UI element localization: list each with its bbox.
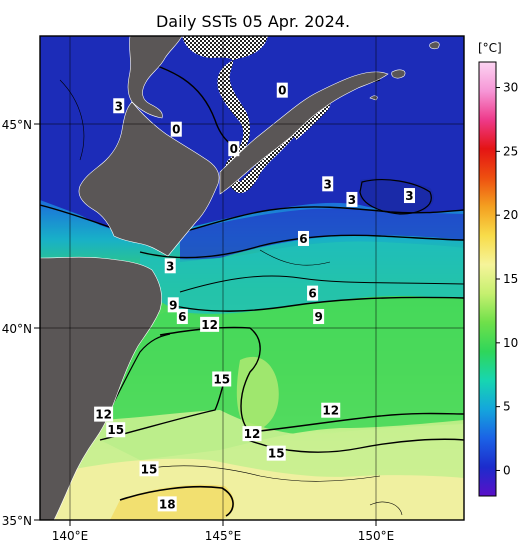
colorbar: [°C] 30 25 20 15 10 5 0 [478,41,518,497]
contour-label-box [139,461,159,477]
contour-label-box [170,121,182,137]
contour-label-box [266,445,286,461]
contour-label: 0 [230,142,238,156]
colorbar-tick-label: 30 [503,81,518,95]
contour-label-box [313,309,325,325]
land [40,36,440,520]
contour-label-box [157,496,177,512]
contour-label-box [113,98,125,114]
contour-label: 3 [166,259,174,273]
isotherm-6 [139,234,464,259]
contour-label: 0 [172,123,180,137]
contour-label: 9 [314,310,322,324]
isotherm-12 [159,326,464,433]
lat-label-40: 40°N [2,322,32,336]
contour-label-box [403,188,415,204]
contour-label-box [297,230,309,246]
contour-label-box [321,402,341,418]
sakhalin-land [127,36,183,119]
isotherm-12-coast [109,333,171,411]
contour-label: 9 [169,298,177,312]
contour-label: 12 [95,408,112,422]
contour-label: 6 [299,232,307,246]
contour-label: 3 [348,193,356,207]
isotherm-18 [119,485,234,517]
warm-eddy [236,356,279,432]
contour-label: 15 [107,423,124,437]
contour-label: 15 [268,447,285,461]
colorbar-unit: [°C] [478,41,502,55]
contour-label: 6 [308,287,316,301]
colorbar-tick-label: 15 [503,272,518,286]
hokkaido-land [78,101,220,257]
lon-label-150: 150°E [358,529,395,543]
contour-label: 15 [141,462,158,476]
isotherm-thin-2 [139,465,381,482]
contour-label-box [200,316,220,332]
tick-marks [34,123,377,526]
contour-label-box [94,406,114,422]
lon-label-140: 140°E [52,529,89,543]
colorbar-ticks: 30 25 20 15 10 5 0 [496,81,518,477]
lon-label-145: 145°E [205,529,242,543]
contour-label-box [106,422,126,438]
contour-label: 3 [115,99,123,113]
contour-label: 12 [322,404,339,418]
colorbar-scale [478,61,497,497]
cold-eddy [360,178,434,214]
contour-label-box [276,82,288,98]
contour-label: 18 [159,497,176,511]
kuril-islands-land [219,71,389,195]
honshu-land [40,256,162,520]
isotherm-3-eddy [359,179,432,215]
colorbar-tick-label: 0 [503,463,511,477]
isotherm-9 [169,296,464,312]
colorbar-tick-label: 20 [503,208,518,222]
lat-label-35: 35°N [2,514,32,528]
isotherm-thin-3 [369,501,403,516]
island-small-2 [429,41,440,50]
map-frame [39,35,465,521]
lat-label-45: 45°N [2,118,32,132]
colorbar-tick-label: 25 [503,144,518,158]
contour-label-box [242,426,262,442]
island-small-1 [391,69,406,79]
map-area [40,36,464,520]
contour-label: 12 [201,318,218,332]
colorbar-tick-label: 5 [503,400,511,414]
map-title: Daily SSTs 05 Apr. 2024. [156,12,350,31]
contour-label-box [228,141,240,157]
contour-label: 3 [324,177,332,191]
colorbar-tick-label: 10 [503,336,518,350]
contour-label: 6 [178,310,186,324]
contour-label: 12 [244,427,261,441]
contour-label: 0 [278,84,286,98]
isotherm-6b [179,275,464,293]
contour-label-box [322,176,334,192]
sea-ice-region [182,36,316,194]
contour-label-box [212,371,232,387]
contour-label: 3 [405,189,413,203]
contour-label-box [307,285,319,301]
contour-label-box [167,297,179,313]
contour-label: 15 [213,372,230,386]
contour-label-box [164,258,176,274]
contour-label-box [176,309,188,325]
isotherm-thin-1 [59,79,331,266]
contour-label-box [346,191,358,207]
